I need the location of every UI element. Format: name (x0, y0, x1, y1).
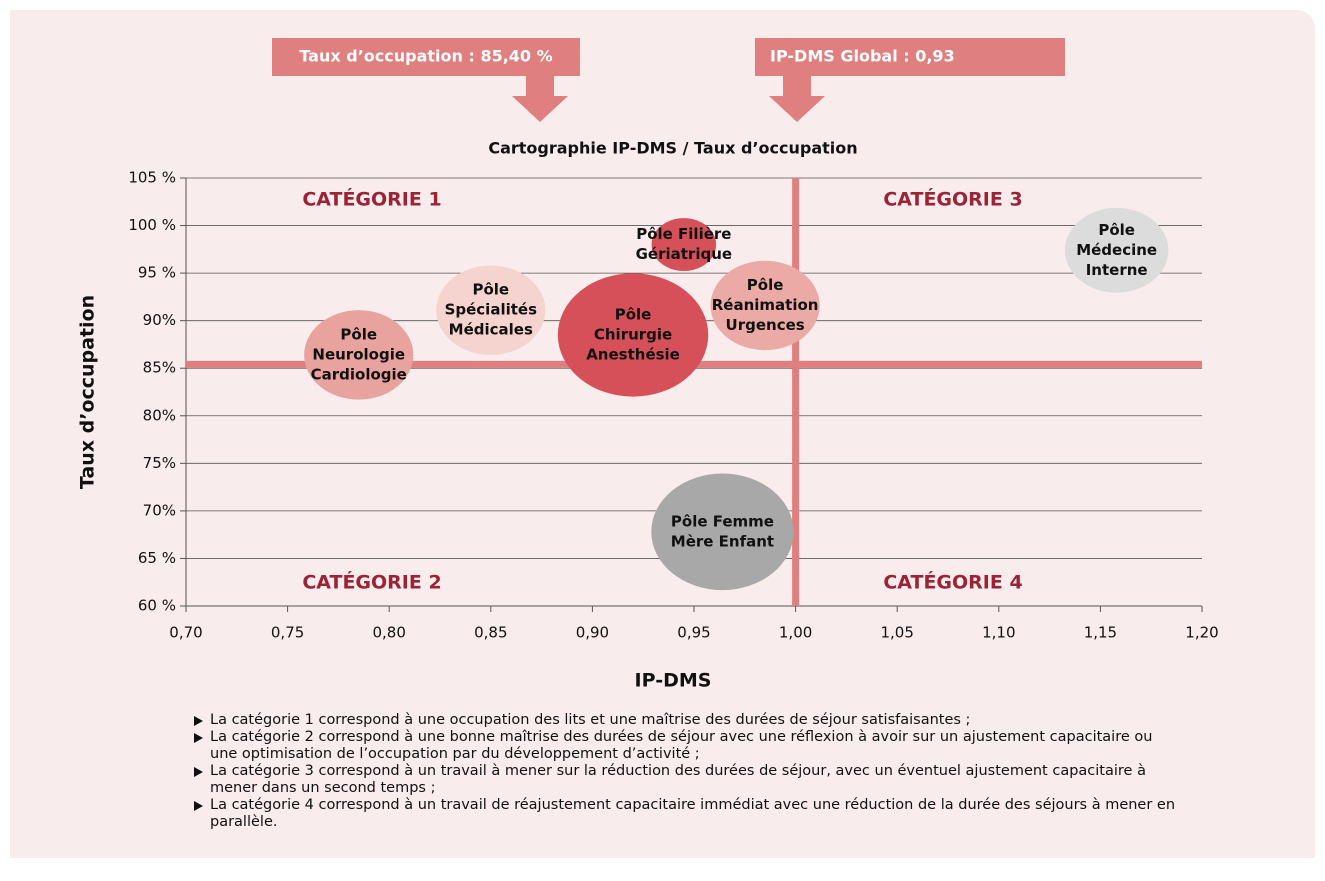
quadrant-label: CATÉGORIE 4 (883, 571, 1022, 594)
bubble (710, 260, 820, 351)
x-tick-label: 0,85 (474, 624, 507, 642)
note: La catégorie 4 correspond à un travail d… (192, 797, 1182, 831)
x-tick-label: 1,05 (880, 624, 913, 642)
bubble (436, 265, 546, 355)
bubble-label: Interne (1086, 261, 1148, 279)
x-tick-label: 0,70 (169, 624, 202, 642)
x-tick-label: 1,00 (779, 624, 812, 642)
bubble-label: Médicales (449, 321, 533, 339)
y-tick-label: 105 % (128, 169, 176, 187)
y-tick-label: 100 % (128, 216, 176, 234)
x-tick-label: 1,10 (982, 624, 1015, 642)
quadrant-label: CATÉGORIE 3 (883, 188, 1022, 211)
bubble (304, 310, 414, 400)
y-tick-label: 70% (143, 501, 176, 519)
bubble-label: Anesthésie (586, 345, 680, 363)
bubble-label: Pôle (340, 325, 377, 343)
bubble-label: Pôle (615, 305, 652, 323)
y-axis-label: Taux d’occupation (77, 295, 99, 489)
bubble-label: Pôle Femme (671, 512, 774, 530)
panel (10, 10, 1315, 858)
bubble (651, 218, 717, 272)
bubble-label: Pôle (1098, 221, 1135, 239)
annotation: IP-DMS Global : 0,93 (770, 47, 955, 66)
arrow (512, 76, 568, 122)
y-tick-label: 85% (143, 359, 176, 377)
y-tick-label: 60 % (138, 597, 176, 615)
bubble (651, 473, 794, 591)
x-tick-label: 0,95 (677, 624, 710, 642)
y-tick-label: 90% (143, 311, 176, 329)
bubble-label: Mère Enfant (671, 532, 774, 550)
y-tick-label: 75% (143, 454, 176, 472)
bubble-label: Pôle (747, 276, 784, 294)
bubble-label: Neurologie (312, 345, 405, 363)
bubble-label: Cardiologie (311, 365, 407, 383)
x-tick-label: 0,75 (271, 624, 304, 642)
bubble (557, 273, 709, 397)
annotation: Taux d’occupation : 85,40 % (299, 47, 552, 66)
y-tick-label: 65 % (138, 549, 176, 567)
bubble-label: Médecine (1076, 241, 1157, 259)
chart-title: Cartographie IP-DMS / Taux d’occupation (488, 139, 857, 158)
bubble-label: Urgences (726, 316, 805, 334)
bubble-label: Réanimation (712, 296, 819, 314)
x-tick-label: 0,90 (576, 624, 609, 642)
note: La catégorie 2 correspond à une bonne ma… (192, 729, 1182, 763)
notes: La catégorie 1 correspond à une occupati… (192, 712, 1182, 831)
x-tick-label: 0,80 (372, 624, 405, 642)
quadrant-label: CATÉGORIE 1 (302, 188, 441, 211)
x-axis-label: IP-DMS (635, 670, 712, 692)
note: La catégorie 3 correspond à un travail à… (192, 763, 1182, 797)
annotation-box (272, 38, 580, 76)
annotation-box (755, 38, 1065, 76)
y-tick-label: 80% (143, 406, 176, 424)
y-tick-label: 95 % (138, 264, 176, 282)
bubble-label: Pôle (472, 281, 509, 299)
arrow (769, 76, 825, 122)
bubble-label: Gériatrique (636, 245, 732, 263)
bubble-label: Pôle Filière (636, 225, 731, 243)
quadrant-label: CATÉGORIE 2 (302, 571, 441, 594)
bubble-label: Chirurgie (594, 325, 672, 343)
note: La catégorie 1 correspond à une occupati… (192, 712, 1182, 729)
x-tick-label: 1,20 (1185, 624, 1218, 642)
x-tick-label: 1,15 (1084, 624, 1117, 642)
bubble (1064, 207, 1169, 293)
bubble-label: Spécialités (445, 301, 537, 319)
